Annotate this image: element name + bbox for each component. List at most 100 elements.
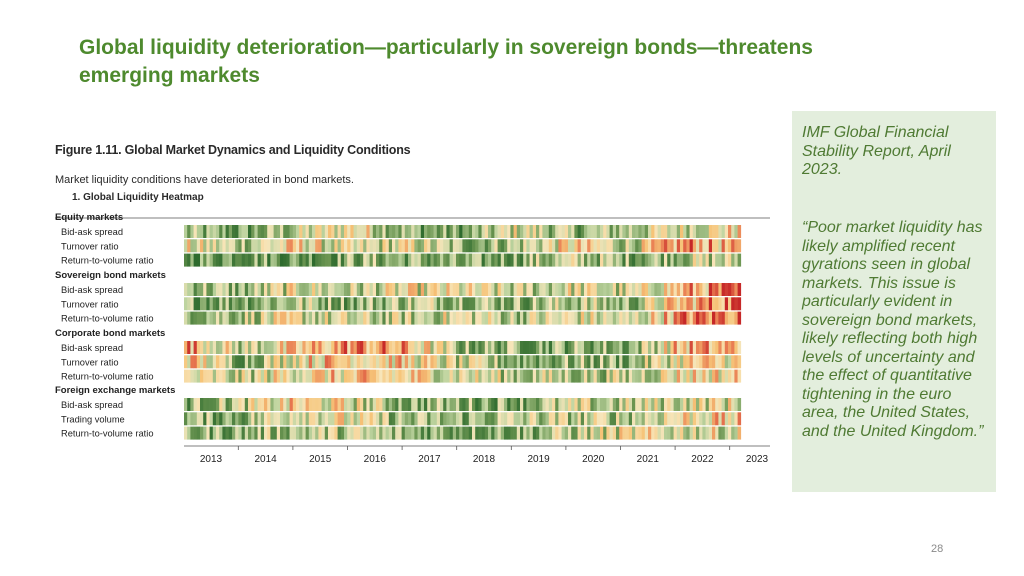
heat-cell (395, 297, 399, 311)
heat-cell (225, 426, 230, 440)
heat-cell (385, 412, 390, 426)
heat-cell (209, 341, 214, 354)
heat-cell (622, 412, 626, 426)
heat-cell (222, 239, 226, 253)
heat-cell (398, 398, 402, 411)
heat-cell (369, 369, 374, 383)
heat-cell (510, 297, 514, 311)
heat-cell (484, 398, 489, 411)
heat-cell (532, 426, 537, 440)
heat-cell (721, 311, 726, 325)
heat-cell (545, 225, 550, 238)
heat-cell (286, 297, 290, 311)
heat-cell (609, 283, 614, 296)
heat-cell (689, 412, 694, 426)
heat-cell (462, 355, 466, 369)
heat-cell (737, 225, 742, 238)
heat-cell (500, 341, 505, 354)
heat-cell (449, 297, 454, 311)
heat-cell (270, 239, 274, 253)
heat-cell (606, 426, 610, 440)
heat-cell (232, 355, 236, 369)
heat-cell (244, 412, 249, 426)
heat-cell (657, 369, 662, 383)
heat-cell (561, 311, 566, 325)
heat-cell (507, 239, 511, 253)
heat-cell (600, 225, 604, 238)
heat-cell (628, 341, 633, 354)
heat-cell (424, 426, 428, 440)
heat-cell (264, 283, 268, 296)
heat-cell (436, 239, 441, 253)
heat-cell (324, 225, 329, 238)
heat-cell (516, 283, 521, 296)
heat-cell (222, 225, 226, 238)
heat-cell (568, 369, 572, 383)
heat-cell (516, 398, 521, 411)
heat-cell (587, 398, 591, 411)
heat-cell (699, 426, 703, 440)
heat-cell (356, 412, 361, 426)
heat-cell (347, 253, 351, 267)
heat-cell (676, 341, 681, 354)
heat-cell (612, 426, 617, 440)
heat-cell (446, 398, 450, 411)
heat-cell (376, 225, 380, 238)
heat-cell (270, 253, 274, 267)
heat-cell (577, 311, 582, 325)
heat-cell (289, 283, 294, 296)
heat-cell (337, 283, 342, 296)
heat-cell (728, 225, 732, 238)
heat-cell (654, 369, 658, 383)
heat-cell (683, 253, 687, 267)
heat-cell (360, 225, 364, 238)
heat-cell (385, 426, 390, 440)
heat-cell (696, 225, 700, 238)
heat-cell (334, 253, 338, 267)
heat-cell (555, 412, 559, 426)
heat-cell (686, 341, 690, 354)
heat-cell (718, 283, 722, 296)
heat-cell (196, 341, 201, 354)
heat-cell (292, 426, 297, 440)
heat-cell (305, 369, 310, 383)
heat-cell (260, 398, 265, 411)
heat-cell (398, 341, 402, 354)
heat-cell (520, 239, 524, 253)
heat-cell (584, 225, 588, 238)
heat-cell (225, 369, 230, 383)
heat-cell (705, 412, 710, 426)
heat-cell (289, 297, 294, 311)
heat-cell (564, 426, 569, 440)
heat-cell (606, 412, 610, 426)
heat-cell (574, 355, 578, 369)
heat-cell (356, 225, 361, 238)
heat-cell (254, 311, 258, 325)
heat-cell (366, 355, 370, 369)
heat-cell (200, 398, 204, 411)
heat-cell (638, 239, 642, 253)
heat-cell (257, 311, 262, 325)
heat-cell (686, 369, 690, 383)
heat-cell (305, 341, 310, 354)
heat-cell (347, 239, 351, 253)
heat-cell (209, 283, 214, 296)
heat-cell (312, 341, 316, 354)
heat-cell (644, 239, 649, 253)
heat-cell (382, 297, 386, 311)
heat-cell (462, 225, 466, 238)
heat-cell (427, 297, 431, 311)
heat-cell (513, 369, 518, 383)
heat-cell (683, 412, 687, 426)
heat-cell (344, 297, 348, 311)
heat-cell (536, 426, 540, 440)
heat-cell (728, 253, 732, 267)
heat-cell (187, 225, 191, 238)
heat-cell (612, 297, 617, 311)
heat-cell (702, 369, 706, 383)
heat-cell (580, 239, 585, 253)
heat-cell (340, 369, 345, 383)
heat-cell (548, 297, 553, 311)
heat-cell (491, 283, 495, 296)
heat-cell (564, 398, 569, 411)
